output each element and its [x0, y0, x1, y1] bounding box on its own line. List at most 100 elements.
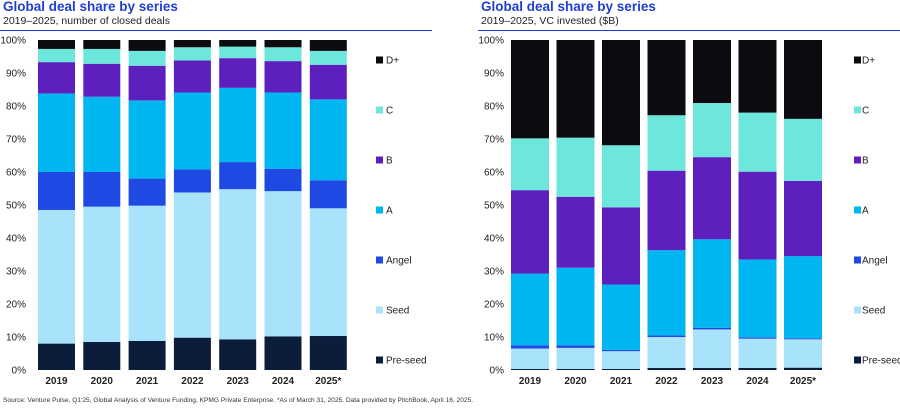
bar-segment-pre-seed-2024: [738, 368, 777, 370]
bar-segment-b-2020: [83, 63, 121, 97]
x-category-label: 2024: [272, 376, 295, 387]
y-tick-label: 70%: [6, 135, 26, 146]
y-tick-label: 90%: [6, 69, 26, 80]
y-tick-label: 40%: [484, 234, 504, 245]
bar-segment-angel-2024: [264, 168, 302, 192]
bar-segment-a-2025: [784, 256, 822, 339]
bar-segment-d-2019: [38, 40, 75, 49]
x-category-label: 2023: [227, 376, 250, 387]
bar-segment-a-2022: [173, 92, 211, 170]
y-tick-label: 80%: [484, 102, 504, 113]
y-tick-label: 80%: [6, 102, 26, 113]
bar-segment-seed-2020: [556, 347, 595, 370]
bar-segment-d-2025: [309, 40, 347, 51]
bar-segment-d-2021: [602, 40, 640, 146]
bar-segment-d-2023: [693, 40, 731, 104]
title-divider: [478, 30, 900, 31]
bar-segment-b-2019: [38, 62, 75, 94]
legend-label: D+: [862, 56, 875, 67]
legend-label: Pre-seed: [386, 356, 427, 367]
bar-segment-c-2020: [83, 48, 121, 64]
chart-subtitle: 2019–2025, number of closed deals: [3, 15, 170, 27]
bar-segment-pre-seed-2020: [556, 369, 595, 370]
bar-segment-pre-seed-2021: [128, 340, 166, 370]
bar-segment-b-2025: [309, 64, 347, 100]
bar-segment-a-2020: [83, 96, 121, 172]
bar-segment-pre-seed-2022: [647, 368, 686, 370]
x-category-label: 2022: [655, 376, 678, 387]
legend-swatch: [854, 306, 861, 314]
bar-segment-c-2023: [693, 103, 731, 158]
bar-segment-angel-2023: [693, 327, 731, 330]
bar-segment-pre-seed-2023: [219, 339, 257, 370]
legend-label: Pre-seed: [862, 356, 900, 367]
y-tick-label: 50%: [6, 201, 26, 212]
legend-swatch: [376, 206, 383, 214]
bar-segment-b-2020: [556, 196, 595, 268]
bar-segment-a-2021: [602, 284, 640, 350]
bar-segment-b-2025: [784, 180, 822, 257]
y-tick-label: 70%: [484, 135, 504, 146]
chart-panel-closed-deals: Global deal share by series 2019–2025, n…: [0, 0, 440, 395]
legend-swatch: [376, 256, 383, 264]
bar-segment-c-2021: [602, 145, 640, 208]
bar-segment-angel-2025: [309, 180, 347, 209]
legend-swatch: [854, 356, 861, 364]
y-tick-label: 0%: [12, 366, 27, 377]
chart-subtitle: 2019–2025, VC invested ($B): [481, 15, 619, 27]
bar-segment-pre-seed-2022: [173, 337, 211, 370]
y-tick-label: 30%: [484, 267, 504, 278]
legend-label: B: [386, 156, 393, 167]
bar-segment-angel-2022: [647, 335, 686, 337]
y-tick-label: 40%: [6, 234, 26, 245]
y-tick-label: 0%: [490, 366, 505, 377]
bar-segment-seed-2023: [693, 329, 731, 369]
bar-segment-a-2021: [128, 100, 166, 179]
legend-label: B: [862, 156, 869, 167]
bar-segment-seed-2025: [309, 208, 347, 337]
bar-segment-a-2020: [556, 267, 595, 346]
legend-swatch: [854, 206, 861, 214]
bar-segment-c-2020: [556, 137, 595, 197]
bar-segment-pre-seed-2023: [693, 368, 731, 370]
legend-label: Seed: [862, 306, 885, 317]
bar-segment-angel-2019: [511, 345, 549, 349]
y-tick-label: 30%: [6, 267, 26, 278]
stacked-bar-chart-closed-deals: 0% 10% 20% 30% 40% 50% 60% 70% 80% 90% 100% 2019 202…: [0, 36, 427, 388]
bar-segment-seed-2025: [784, 339, 822, 368]
bar-segment-angel-2024: [738, 337, 777, 339]
y-tick-label: 10%: [484, 333, 504, 344]
bar-segment-angel-2021: [128, 178, 166, 206]
x-category-label: 2025*: [315, 376, 341, 387]
bar-segment-angel-2020: [83, 172, 121, 207]
legend-swatch: [854, 256, 861, 264]
bar-segment-c-2025: [784, 118, 822, 181]
bar-segment-c-2022: [647, 115, 686, 171]
y-tick-label: 20%: [6, 300, 26, 311]
bar-segment-angel-2025: [784, 338, 822, 340]
source-note: Source: Venture Pulse, Q1'25, Global Ana…: [3, 397, 474, 404]
bar-segment-d-2023: [219, 40, 257, 47]
x-category-label: 2023: [701, 376, 724, 387]
legend-swatch: [854, 156, 861, 164]
y-tick-label: 100%: [478, 36, 504, 47]
bar-segment-pre-seed-2025: [309, 336, 347, 370]
x-category-label: 2024: [746, 376, 769, 387]
bar-segment-d-2019: [511, 40, 549, 139]
bar-segment-c-2021: [128, 50, 166, 66]
x-category-label: 2021: [610, 376, 633, 387]
bar-segment-b-2024: [738, 171, 777, 260]
y-tick-label: 100%: [0, 36, 26, 47]
legend-label: A: [386, 206, 393, 217]
bar-segment-pre-seed-2024: [264, 336, 302, 370]
bar-segment-b-2022: [647, 170, 686, 251]
legend-swatch: [376, 306, 383, 314]
legend-swatch: [854, 106, 861, 114]
chart-panel-vc-invested: Global deal share by series 2019–2025, V…: [478, 0, 900, 395]
bar-segment-d-2020: [556, 40, 595, 138]
bar-segment-seed-2022: [647, 337, 686, 369]
legend-swatch: [854, 56, 861, 64]
legend-swatch: [376, 106, 383, 114]
chart-title: Global deal share by series: [481, 0, 656, 14]
legend-label: Angel: [862, 256, 888, 267]
